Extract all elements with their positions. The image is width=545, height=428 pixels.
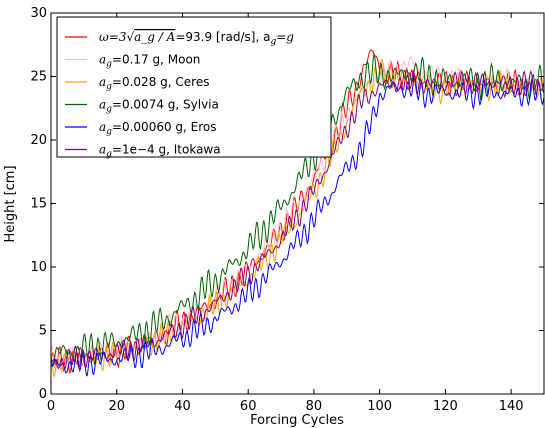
y-tick-label: 25 — [30, 70, 47, 85]
legend-entry: ag=0.00060 g, Eros — [99, 120, 217, 137]
y-tick-label: 5 — [39, 324, 47, 339]
y-axis-label: Height [cm] — [3, 165, 18, 242]
ticks-layer: 0 20 40 60 80 100 120 140 0 5 10 15 20 25 30 — [30, 6, 544, 414]
legend-entry: ag=1e−4 g, Itokawa — [99, 143, 221, 160]
x-tick-label: 0 — [47, 399, 55, 414]
x-tick-label: 60 — [240, 399, 257, 414]
y-tick-label: 0 — [39, 387, 47, 402]
x-tick-label: 20 — [108, 399, 125, 414]
legend: ω=3√a_g / A=93.9 [rad/s], ag=g ag=0.17 g,… — [56, 16, 332, 160]
x-axis-label: Forcing Cycles — [250, 413, 344, 428]
x-tick-label: 100 — [367, 399, 392, 414]
series-line-3 — [50, 52, 545, 367]
series-layer — [50, 49, 545, 379]
y-tick-label: 20 — [30, 133, 47, 148]
x-tick-label: 140 — [499, 399, 524, 414]
x-tick-label: 120 — [433, 399, 458, 414]
x-tick-label: 80 — [306, 399, 323, 414]
x-tick-label: 40 — [174, 399, 191, 414]
series-line-2 — [50, 57, 545, 379]
legend-entry: ag=0.028 g, Ceres — [99, 75, 209, 92]
legend-box — [56, 16, 332, 158]
series-line-4 — [50, 75, 545, 377]
series-line-5 — [50, 67, 545, 371]
legend-entry: ω=3√a_g / A=93.9 [rad/s], ag=g — [99, 30, 294, 47]
y-tick-label: 30 — [30, 6, 47, 21]
y-tick-label: 15 — [30, 197, 47, 212]
y-tick-label: 10 — [30, 260, 47, 275]
legend-entry: ag=0.0074 g, Sylvia — [99, 98, 219, 115]
legend-entry: ag=0.17 g, Moon — [99, 53, 200, 70]
